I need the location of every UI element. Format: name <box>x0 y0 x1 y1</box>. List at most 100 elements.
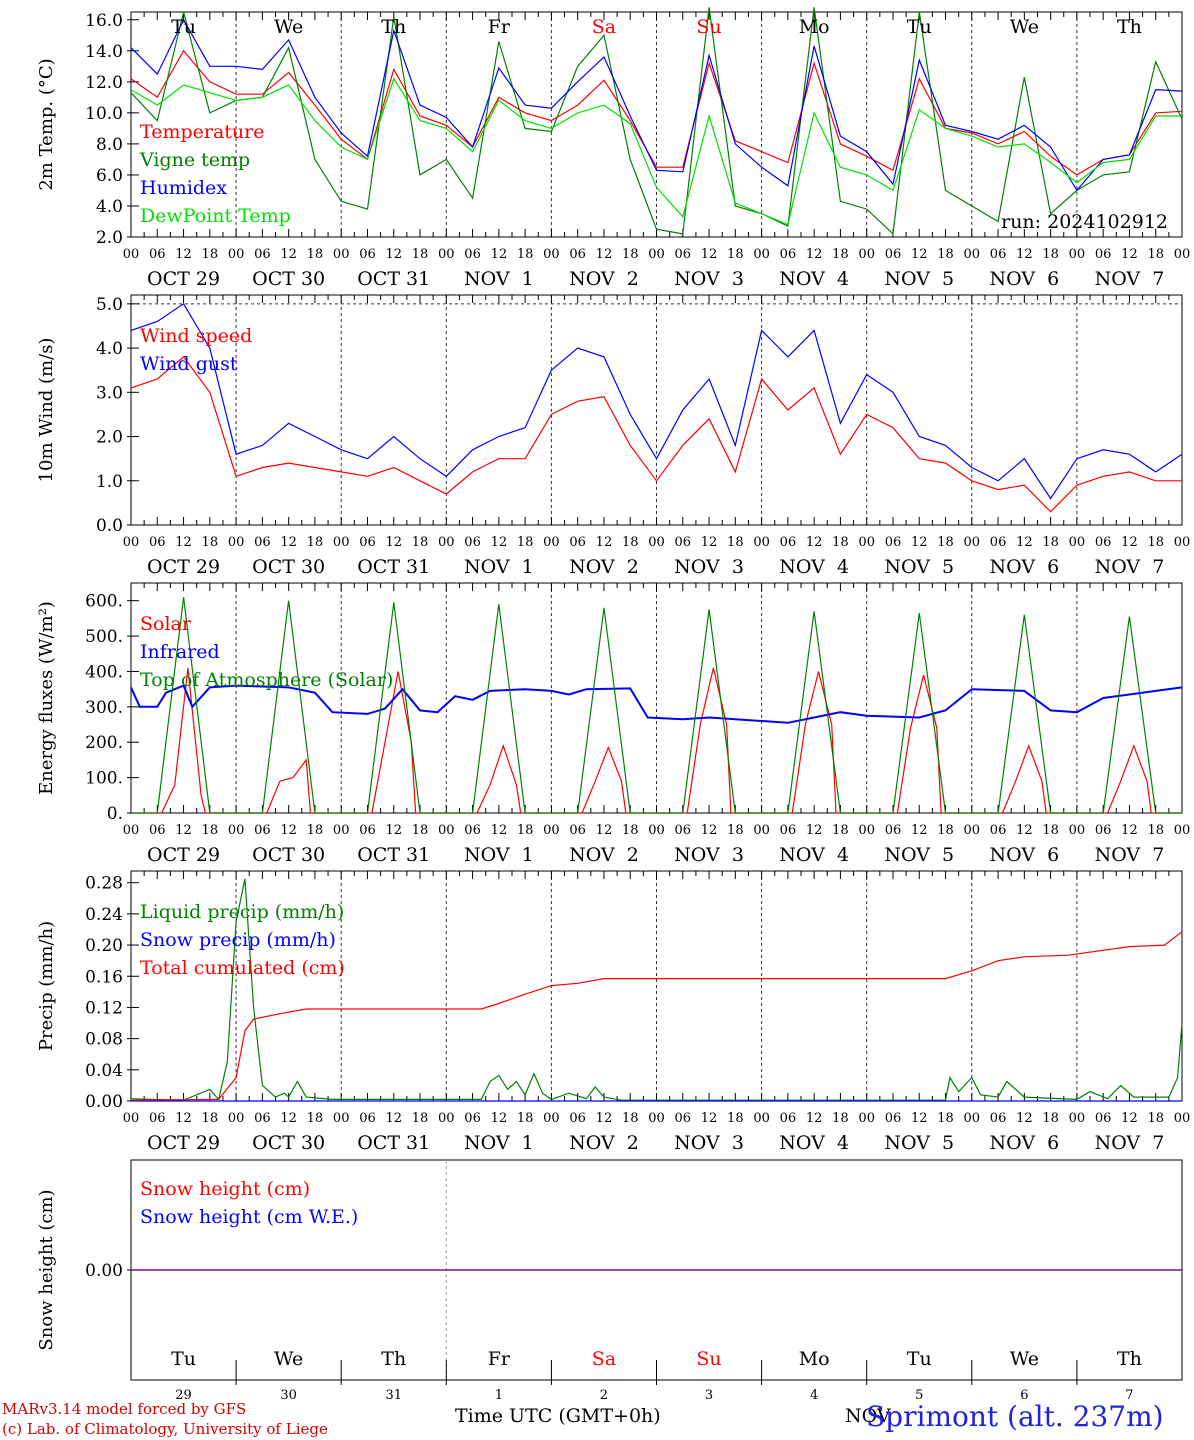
day-name-top: Tu <box>171 16 196 38</box>
date-label: NOV 3 <box>674 268 744 290</box>
hour-label: 12 <box>491 247 508 262</box>
hour-label: 18 <box>412 1111 429 1126</box>
date-label: NOV 6 <box>989 1132 1059 1154</box>
hour-label: 00 <box>333 823 350 838</box>
hour-label: 18 <box>202 247 219 262</box>
day-name-top: We <box>1010 16 1039 38</box>
hour-label: 12 <box>806 247 823 262</box>
hour-label: 12 <box>911 535 928 550</box>
date-label: NOV 6 <box>989 556 1059 578</box>
hour-label: 18 <box>1042 1111 1059 1126</box>
hour-label: 06 <box>359 535 376 550</box>
hour-label: 12 <box>596 823 613 838</box>
date-label: OCT 30 <box>252 1132 325 1154</box>
hour-label: 18 <box>622 247 639 262</box>
hour-label: 00 <box>123 247 140 262</box>
day-name-bottom: We <box>1010 1348 1039 1370</box>
date-label: NOV 6 <box>989 844 1059 866</box>
run-label: run: 2024102912 <box>1001 211 1168 233</box>
hour-label: 12 <box>806 535 823 550</box>
hour-label: 18 <box>622 535 639 550</box>
hour-label: 00 <box>333 247 350 262</box>
hour-label: 12 <box>701 1111 718 1126</box>
hour-label: 06 <box>359 823 376 838</box>
day-name-bottom: Th <box>381 1348 406 1370</box>
date-label: OCT 29 <box>147 1132 220 1154</box>
time-axis-label: Time UTC (GMT+0h) <box>455 1405 661 1427</box>
day-name-bottom: Mo <box>799 1348 830 1370</box>
hour-label: 00 <box>858 823 875 838</box>
y-tick-label: 8.0 <box>96 135 123 155</box>
hour-label: 06 <box>1095 247 1112 262</box>
hour-label: 00 <box>228 1111 245 1126</box>
legend-entry: Total cumulated (cm) <box>140 957 345 979</box>
hour-label: 12 <box>911 247 928 262</box>
day-name-top: Fr <box>488 16 511 38</box>
day-name-top: We <box>274 16 303 38</box>
date-label: NOV 7 <box>1095 1132 1165 1154</box>
hour-label: 06 <box>780 535 797 550</box>
hour-label: 06 <box>675 247 692 262</box>
hour-label: 12 <box>1121 823 1138 838</box>
day-number: 2 <box>600 1388 608 1403</box>
day-number: 1 <box>495 1388 503 1403</box>
hour-label: 06 <box>464 535 481 550</box>
date-label: NOV 2 <box>569 556 639 578</box>
hour-label: 00 <box>543 247 560 262</box>
day-name-bottom: Th <box>1117 1348 1142 1370</box>
date-label: NOV 4 <box>779 844 849 866</box>
hour-label: 18 <box>727 247 744 262</box>
hour-label: 00 <box>123 535 140 550</box>
day-number: 3 <box>705 1388 713 1403</box>
day-number: 29 <box>175 1388 192 1403</box>
hour-label: 06 <box>149 1111 166 1126</box>
hour-label: 06 <box>464 247 481 262</box>
y-tick-label: 0.16 <box>85 967 123 987</box>
hour-label: 00 <box>753 535 770 550</box>
day-number: 6 <box>1020 1388 1028 1403</box>
hour-label: 18 <box>307 1111 324 1126</box>
hour-label: 06 <box>254 247 271 262</box>
hour-label: 12 <box>596 535 613 550</box>
hour-label: 12 <box>385 823 402 838</box>
day-name-bottom: Su <box>696 1348 721 1370</box>
date-label: NOV 1 <box>464 556 534 578</box>
day-name-bottom: Sa <box>592 1348 616 1370</box>
hour-label: 00 <box>648 823 665 838</box>
hour-label: 18 <box>937 823 954 838</box>
hour-label: 00 <box>1174 247 1191 262</box>
hour-label: 12 <box>175 823 192 838</box>
legend-entry: Humidex <box>140 177 227 199</box>
date-label: NOV 2 <box>569 1132 639 1154</box>
hour-label: 18 <box>832 247 849 262</box>
hour-label: 18 <box>622 823 639 838</box>
date-label: NOV 6 <box>989 268 1059 290</box>
y-tick-label: 200. <box>85 733 123 753</box>
hour-label: 06 <box>569 247 586 262</box>
y-axis-label: 2m Temp. (°C) <box>36 58 57 190</box>
hour-label: 00 <box>964 823 981 838</box>
hour-label: 12 <box>701 535 718 550</box>
y-tick-label: 5.0 <box>96 295 123 315</box>
hour-label: 06 <box>990 1111 1007 1126</box>
hour-label: 00 <box>753 823 770 838</box>
hour-label: 12 <box>806 1111 823 1126</box>
hour-label: 00 <box>123 823 140 838</box>
date-label: OCT 31 <box>357 1132 430 1154</box>
model-credit: MARv3.14 model forced by GFS <box>2 1400 247 1418</box>
hour-label: 12 <box>701 247 718 262</box>
y-tick-label: 0.20 <box>85 936 123 956</box>
hour-label: 06 <box>675 823 692 838</box>
hour-label: 18 <box>727 1111 744 1126</box>
hour-label: 00 <box>1069 535 1086 550</box>
series-line-humidex <box>130 18 1183 192</box>
month-label: NOV <box>845 1405 891 1427</box>
date-label: OCT 30 <box>252 556 325 578</box>
panel-frame <box>130 11 1183 238</box>
hour-label: 18 <box>202 823 219 838</box>
date-label: OCT 29 <box>147 844 220 866</box>
date-label: OCT 30 <box>252 844 325 866</box>
y-tick-label: 400. <box>85 662 123 682</box>
hour-label: 12 <box>280 1111 297 1126</box>
